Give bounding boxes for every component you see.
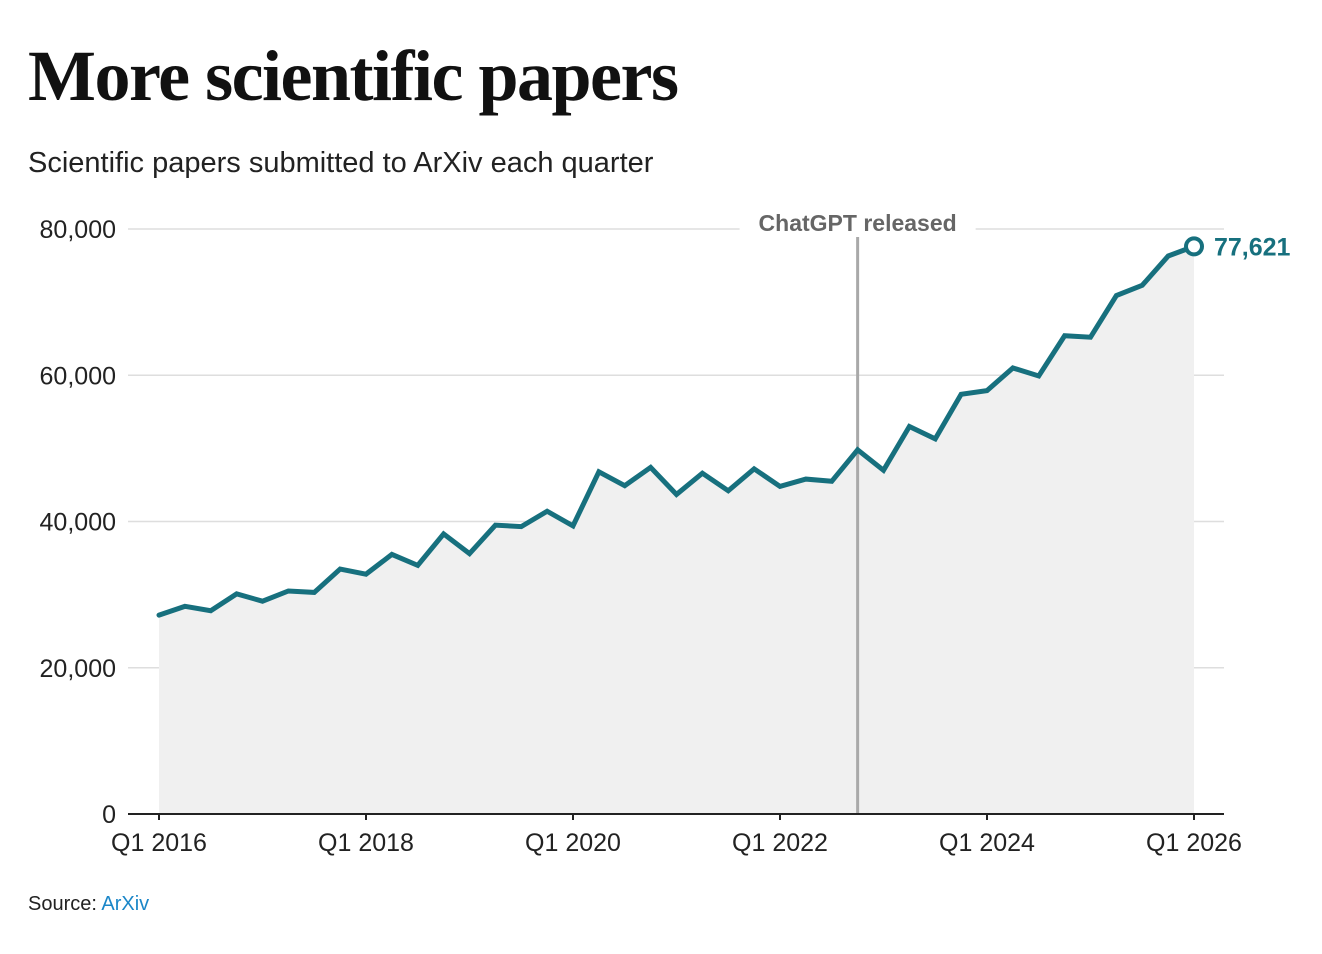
data-point [985, 389, 989, 393]
y-tick-label: 80,000 [40, 216, 116, 244]
data-point [571, 524, 575, 528]
data-point [338, 567, 342, 571]
data-point [830, 479, 834, 483]
data-point [649, 465, 653, 469]
data-point [390, 552, 394, 556]
data-point [1089, 335, 1093, 339]
area-chart: ChatGPT released 77,621 0 20,000 40,000 60,… [39, 207, 1291, 857]
data-point [856, 448, 860, 452]
annotation-label: ChatGPT released [759, 210, 957, 236]
data-point [364, 572, 368, 576]
data-point [907, 424, 911, 428]
data-point [726, 489, 730, 493]
data-point [235, 592, 239, 596]
data-point [959, 392, 963, 396]
data-point [493, 523, 497, 527]
data-point [752, 467, 756, 471]
end-point-marker [1184, 236, 1204, 257]
x-tick-label: Q1 2020 [525, 829, 621, 857]
y-tick-label: 40,000 [40, 509, 116, 537]
chart-subtitle: Scientific papers submitted to ArXiv eac… [28, 147, 654, 179]
data-point [597, 470, 601, 474]
data-point [519, 525, 523, 529]
data-point [545, 509, 549, 513]
data-point [804, 477, 808, 481]
annotation-label-background [739, 207, 976, 237]
data-point [261, 599, 265, 603]
y-tick-label: 20,000 [40, 655, 116, 683]
data-point [933, 437, 937, 441]
y-tick-label: 60,000 [40, 362, 116, 390]
x-tick-label: Q1 2018 [318, 829, 414, 857]
data-point [1037, 374, 1041, 378]
chart-title: More scientific papers [28, 36, 679, 116]
data-point [882, 468, 886, 472]
x-axis-tick-labels: Q1 2016 Q1 2018 Q1 2020 Q1 2022 Q1 2024 Q1 20… [111, 814, 1242, 857]
data-point [1011, 366, 1015, 370]
data-point [183, 604, 187, 608]
data-point [286, 589, 290, 593]
y-tick-label: 0 [102, 801, 116, 829]
source-prefix: Source: [28, 893, 97, 915]
data-point [1166, 254, 1170, 258]
data-point [1114, 294, 1118, 298]
y-axis-tick-labels: 0 20,000 40,000 60,000 80,000 [40, 216, 116, 829]
data-point [1140, 283, 1144, 287]
data-point [700, 471, 704, 475]
data-point [623, 484, 627, 488]
end-value-label: 77,621 [1214, 233, 1291, 261]
source-link[interactable]: ArXiv [101, 893, 150, 915]
x-tick-label: Q1 2026 [1146, 829, 1242, 857]
data-point [209, 609, 213, 613]
annotation: ChatGPT released [739, 207, 976, 814]
source-note: Source: ArXiv [28, 890, 149, 918]
data-point [675, 492, 679, 496]
series-line [156, 243, 1197, 618]
data-point [468, 552, 472, 556]
data-point [157, 613, 161, 617]
data-point [778, 484, 782, 488]
x-tick-label: Q1 2022 [732, 829, 828, 857]
data-point [312, 590, 316, 594]
x-tick-label: Q1 2016 [111, 829, 207, 857]
x-tick-label: Q1 2024 [939, 829, 1035, 857]
data-point [442, 532, 446, 536]
data-point [416, 563, 420, 567]
area-fill [159, 246, 1194, 814]
data-point [1063, 334, 1067, 338]
